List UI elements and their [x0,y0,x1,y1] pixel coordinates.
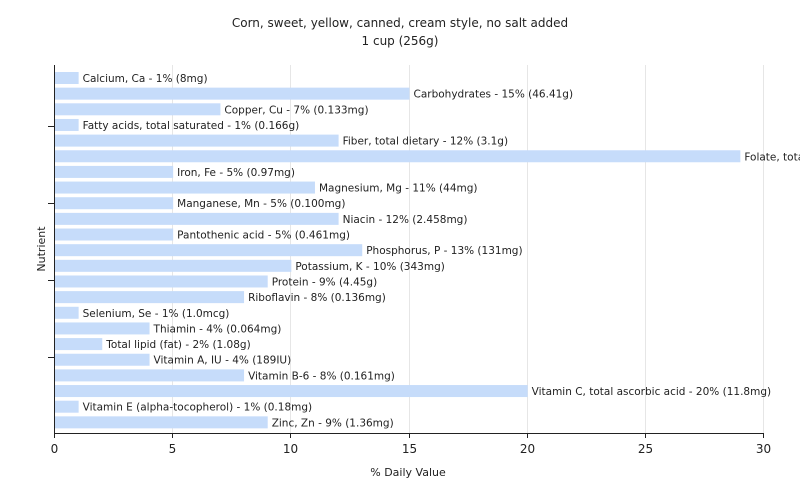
x-tick-label: 10 [283,442,298,456]
bar-label: Total lipid (fat) - 2% (1.08g) [105,339,250,351]
chart-subtitle: 1 cup (256g) [362,34,439,48]
bar [55,275,268,288]
bar-label: Selenium, Se - 1% (1.0mcg) [83,308,230,320]
bar [55,244,363,257]
bar-label: Manganese, Mn - 5% (0.100mg) [177,198,345,210]
bar [55,322,150,335]
x-axis-title: % Daily Value [370,466,446,479]
bar [55,165,174,178]
bar [55,72,79,84]
x-tick-label: 25 [638,442,653,456]
bar [55,259,292,272]
bar-label: Fiber, total dietary - 12% (3.1g) [343,136,508,148]
bar-label: Vitamin E (alpha-tocopherol) - 1% (0.18m… [83,402,313,414]
x-tick-label: 0 [51,442,59,456]
axes: 0 5 10 15 20 25 30 [48,65,771,456]
bars: Calcium, Ca - 1% (8mg) Carbohydrates - 15… [55,72,800,429]
x-tick-label: 30 [756,442,771,456]
bar-label: Copper, Cu - 7% (0.133mg) [224,104,368,116]
bar-label: Riboflavin - 8% (0.136mg) [248,292,386,304]
bar [55,212,339,225]
bar [55,228,174,241]
bar-label: Phosphorus, P - 13% (131mg) [366,245,522,257]
bar [55,306,79,319]
x-tick-label: 5 [169,442,177,456]
bar [55,150,741,163]
bar [55,369,245,382]
y-axis-title: Nutrient [35,226,48,272]
bar [55,385,528,398]
bar-label: Protein - 9% (4.45g) [272,276,378,288]
bar-label: Carbohydrates - 15% (46.41g) [414,89,574,101]
bar-label: Vitamin B-6 - 8% (0.161mg) [248,370,395,382]
x-tick-label: 15 [402,442,417,456]
bar-label: Pantothenic acid - 5% (0.461mg) [177,230,350,242]
bar-label: Vitamin A, IU - 4% (189IU) [154,355,292,367]
bar [55,197,174,210]
bar [55,103,221,116]
bar-label: Magnesium, Mg - 11% (44mg) [319,183,478,195]
bar [55,416,268,429]
bar-label: Vitamin C, total ascorbic acid - 20% (11… [532,386,771,398]
bar-label: Calcium, Ca - 1% (8mg) [83,73,208,85]
bar-label: Zinc, Zn - 9% (1.36mg) [272,417,394,429]
bar [55,291,245,304]
bar [55,118,79,131]
bar-label: Fatty acids, total saturated - 1% (0.166… [83,120,300,132]
bar-label: Thiamin - 4% (0.064mg) [153,323,282,335]
bar [55,338,103,351]
chart-title: Corn, sweet, yellow, canned, cream style… [232,16,568,30]
bar [55,134,339,147]
x-tick-label: 20 [520,442,535,456]
bar [55,353,150,366]
bar-label: Folate, total - 29% (115mcg) [744,151,800,163]
bar [55,87,410,100]
bar [55,181,315,194]
bar-label: Potassium, K - 10% (343mg) [295,261,445,273]
bar [55,400,79,413]
bar-label: Iron, Fe - 5% (0.97mg) [177,167,295,179]
bar-label: Niacin - 12% (2.458mg) [343,214,468,226]
